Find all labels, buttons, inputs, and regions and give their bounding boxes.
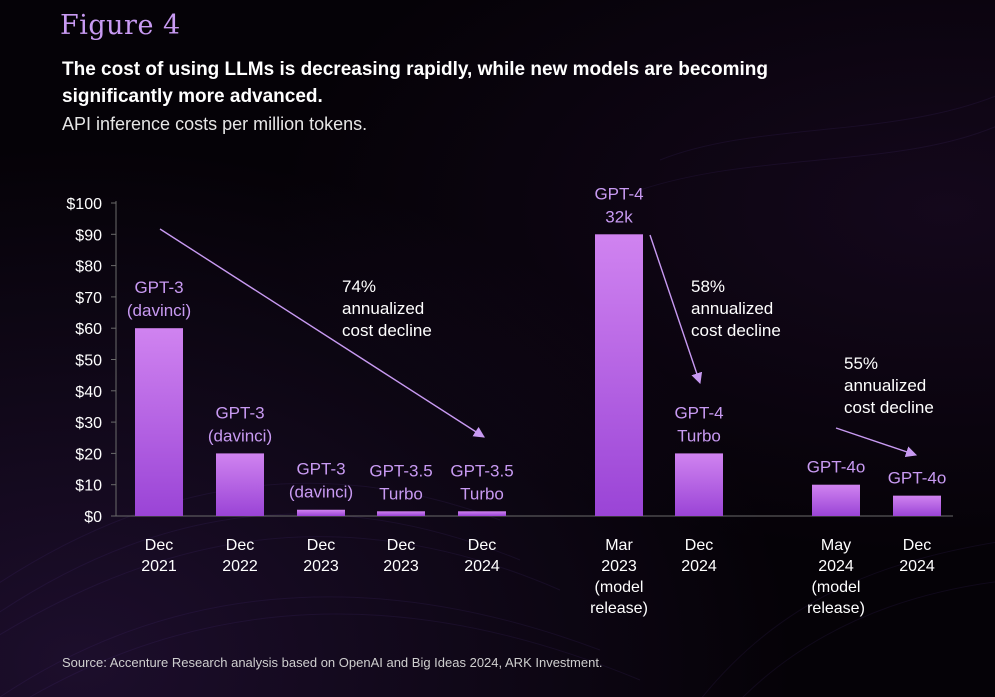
- x-tick-label: 2024: [899, 558, 935, 575]
- bar: [297, 509, 345, 516]
- y-tick-label: $60: [75, 321, 102, 338]
- annotation-label: annualized: [844, 376, 926, 395]
- bar: [893, 495, 941, 516]
- x-tick-label: Dec: [145, 537, 173, 554]
- bar-model-label: (davinci): [289, 483, 353, 502]
- y-tick-label: $90: [75, 227, 102, 244]
- bar-model-label: GPT-3: [296, 460, 345, 479]
- bar-model-label: Turbo: [460, 484, 504, 503]
- source-note: Source: Accenture Research analysis base…: [62, 655, 603, 670]
- y-tick-label: $70: [75, 290, 102, 307]
- chart-subtitle: API inference costs per million tokens.: [62, 114, 368, 134]
- y-tick-label: $80: [75, 259, 102, 276]
- bar-model-label: Turbo: [677, 426, 721, 445]
- y-tick-label: $30: [75, 415, 102, 432]
- bar-model-label: 32k: [605, 207, 633, 226]
- x-tick-label: Dec: [468, 537, 496, 554]
- x-tick-label: 2023: [601, 558, 637, 575]
- bar-model-label: GPT-3.5: [369, 461, 432, 480]
- x-tick-label: Mar: [605, 537, 633, 554]
- x-tick-label: 2021: [141, 558, 177, 575]
- x-tick-label: May: [821, 537, 851, 554]
- bar: [595, 234, 643, 517]
- x-tick-label: Dec: [226, 537, 254, 554]
- decline-arrow: [835, 427, 918, 458]
- bar: [135, 328, 183, 516]
- bar-model-label: GPT-4: [674, 403, 723, 422]
- bar-model-label: GPT-3: [134, 278, 183, 297]
- annotation-label: annualized: [691, 299, 773, 318]
- x-tick-label: Dec: [903, 537, 931, 554]
- bar-model-label: Turbo: [379, 484, 423, 503]
- annotation-label: 55%: [844, 354, 878, 373]
- bar-model-label: GPT-4o: [888, 469, 947, 488]
- x-tick-label: 2024: [818, 558, 854, 575]
- decline-arrow: [649, 234, 703, 385]
- bar-model-label: GPT-4o: [807, 458, 866, 477]
- x-tick-label: Dec: [307, 537, 335, 554]
- x-tick-label: 2024: [464, 558, 500, 575]
- x-tick-label: 2023: [303, 558, 339, 575]
- annotation-label: cost decline: [844, 398, 934, 417]
- chart-headline: The cost of using LLMs is decreasing rap…: [62, 59, 768, 107]
- decline-arrow: [159, 228, 485, 438]
- bar: [458, 511, 506, 516]
- y-tick-label: $100: [66, 196, 102, 213]
- bar-model-label: GPT-4: [594, 184, 643, 203]
- y-tick-label: $50: [75, 353, 102, 370]
- annotation-label: 58%: [691, 277, 725, 296]
- bar: [812, 484, 860, 516]
- bar-model-label: (davinci): [127, 301, 191, 320]
- annotation-label: cost decline: [691, 321, 781, 340]
- bar: [377, 511, 425, 516]
- x-tick-label: 2024: [681, 558, 717, 575]
- bar-model-label: (davinci): [208, 426, 272, 445]
- x-tick-label: release): [807, 600, 865, 617]
- annotation-label: annualized: [342, 299, 424, 318]
- bar: [216, 453, 264, 516]
- x-tick-label: 2023: [383, 558, 419, 575]
- x-tick-label: (model: [812, 579, 861, 596]
- x-tick-label: 2022: [222, 558, 258, 575]
- y-tick-label: $40: [75, 384, 102, 401]
- bar: [675, 453, 723, 516]
- x-tick-label: Dec: [685, 537, 713, 554]
- bar-model-label: GPT-3: [215, 403, 264, 422]
- figure-label: Figure 4: [60, 10, 181, 41]
- x-tick-label: (model: [595, 579, 644, 596]
- x-tick-label: Dec: [387, 537, 415, 554]
- annotation-label: 74%: [342, 277, 376, 296]
- bar-model-label: GPT-3.5: [450, 461, 513, 480]
- annotation-label: cost decline: [342, 321, 432, 340]
- y-tick-label: $0: [84, 509, 102, 526]
- y-tick-label: $20: [75, 446, 102, 463]
- x-tick-label: release): [590, 600, 648, 617]
- y-tick-label: $10: [75, 478, 102, 495]
